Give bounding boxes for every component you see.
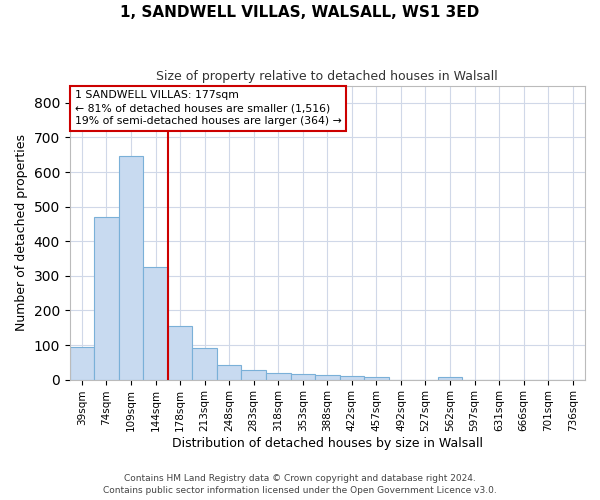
Bar <box>70 346 94 380</box>
Bar <box>315 375 340 380</box>
Bar <box>340 376 364 380</box>
Bar <box>94 217 119 380</box>
Bar <box>143 267 168 380</box>
Bar <box>438 377 462 380</box>
Text: 1, SANDWELL VILLAS, WALSALL, WS1 3ED: 1, SANDWELL VILLAS, WALSALL, WS1 3ED <box>121 5 479 20</box>
Bar <box>266 372 290 380</box>
Bar <box>168 326 193 380</box>
Text: Contains HM Land Registry data © Crown copyright and database right 2024.
Contai: Contains HM Land Registry data © Crown c… <box>103 474 497 495</box>
Bar <box>193 348 217 380</box>
Bar <box>217 365 241 380</box>
Text: 1 SANDWELL VILLAS: 177sqm
← 81% of detached houses are smaller (1,516)
19% of se: 1 SANDWELL VILLAS: 177sqm ← 81% of detac… <box>75 90 341 126</box>
Bar <box>364 377 389 380</box>
Bar <box>290 374 315 380</box>
X-axis label: Distribution of detached houses by size in Walsall: Distribution of detached houses by size … <box>172 437 483 450</box>
Bar <box>119 156 143 380</box>
Y-axis label: Number of detached properties: Number of detached properties <box>15 134 28 331</box>
Title: Size of property relative to detached houses in Walsall: Size of property relative to detached ho… <box>157 70 498 83</box>
Bar <box>241 370 266 380</box>
